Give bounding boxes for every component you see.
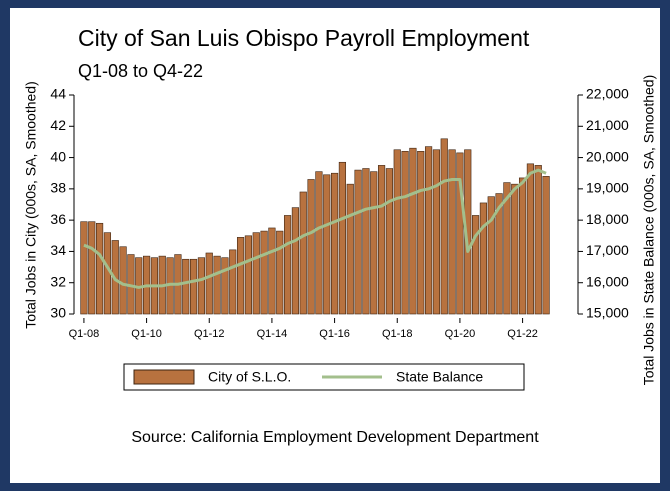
bar <box>495 193 503 315</box>
bar <box>182 258 190 315</box>
y-tick-label: 30 <box>50 305 66 321</box>
y-axis-label: Total Jobs in City (000s, SA, Smoothed) <box>23 81 39 328</box>
bar <box>417 151 425 315</box>
bar <box>88 221 96 315</box>
legend-label: City of S.L.O. <box>208 369 291 385</box>
bar <box>354 169 362 315</box>
x-tick-label: Q1-12 <box>194 328 225 340</box>
y2-tick-label: 21,000 <box>586 117 629 133</box>
x-tick-label: Q1-10 <box>131 328 162 340</box>
y2-tick-label: 17,000 <box>586 242 629 258</box>
bar <box>323 174 331 315</box>
bar <box>80 221 88 315</box>
y2-tick-label: 20,000 <box>586 148 629 164</box>
bar <box>479 202 488 315</box>
y2-tick-label: 16,000 <box>586 273 629 289</box>
bar <box>268 227 276 315</box>
bar <box>487 196 495 315</box>
x-tick-label: Q1-16 <box>319 328 350 340</box>
y-tick-label: 44 <box>50 86 66 102</box>
bar <box>456 152 464 315</box>
bar <box>95 222 104 315</box>
bar <box>401 151 409 315</box>
chart-title: City of San Luis Obispo Payroll Employme… <box>78 25 530 51</box>
bar <box>119 246 127 315</box>
x-tick-label: Q1-08 <box>69 328 100 340</box>
bar <box>205 252 213 315</box>
bar <box>330 172 339 315</box>
y2-tick-label: 19,000 <box>586 180 629 196</box>
bar <box>213 255 221 315</box>
bar <box>385 168 394 315</box>
bar <box>189 258 198 315</box>
y-tick-label: 34 <box>50 242 66 258</box>
bar <box>362 168 370 315</box>
bar <box>346 183 354 315</box>
bar <box>276 230 284 315</box>
bar <box>370 171 378 315</box>
legend-swatch <box>133 369 195 385</box>
bar <box>503 182 511 315</box>
x-tick-label: Q1-18 <box>382 328 413 340</box>
bar <box>377 165 386 315</box>
bar <box>291 207 300 315</box>
bar <box>409 147 417 315</box>
bar <box>229 249 237 315</box>
y-tick-label: 40 <box>50 148 66 164</box>
x-tick-label: Q1-22 <box>507 328 538 340</box>
y2-tick-label: 18,000 <box>586 211 629 227</box>
bar <box>424 146 433 315</box>
bar <box>236 237 245 315</box>
bar <box>260 230 268 315</box>
y-tick-label: 32 <box>50 273 66 289</box>
bar <box>440 138 448 315</box>
bar <box>315 171 323 315</box>
bar <box>221 257 229 315</box>
bar <box>244 235 253 315</box>
y2-tick-label: 22,000 <box>586 86 629 102</box>
line <box>83 168 547 289</box>
y2-tick-label: 15,000 <box>586 305 629 321</box>
bar <box>393 149 401 315</box>
y-tick-label: 36 <box>50 211 66 227</box>
bar <box>197 257 206 315</box>
bar <box>471 215 480 315</box>
y2-axis-label: Total Jobs in State Balance (000s, SA, S… <box>641 75 657 386</box>
bar <box>526 163 535 315</box>
bar <box>307 179 315 315</box>
bar <box>534 165 542 315</box>
bar <box>283 215 292 315</box>
bar <box>299 191 307 315</box>
bar <box>511 183 519 315</box>
source: Source: California Employment Developmen… <box>131 429 539 446</box>
bar <box>518 177 527 315</box>
bar <box>542 176 550 315</box>
bar <box>448 149 456 315</box>
y-tick-label: 38 <box>50 180 66 196</box>
chart-subtitle: Q1-08 to Q4-22 <box>78 61 203 81</box>
x-tick-label: Q1-14 <box>257 328 288 340</box>
x-tick-label: Q1-20 <box>445 328 476 340</box>
legend-label: State Balance <box>396 369 483 385</box>
bar <box>338 161 347 315</box>
y-tick-label: 42 <box>50 117 66 133</box>
bar <box>432 149 441 315</box>
bar <box>252 232 260 315</box>
